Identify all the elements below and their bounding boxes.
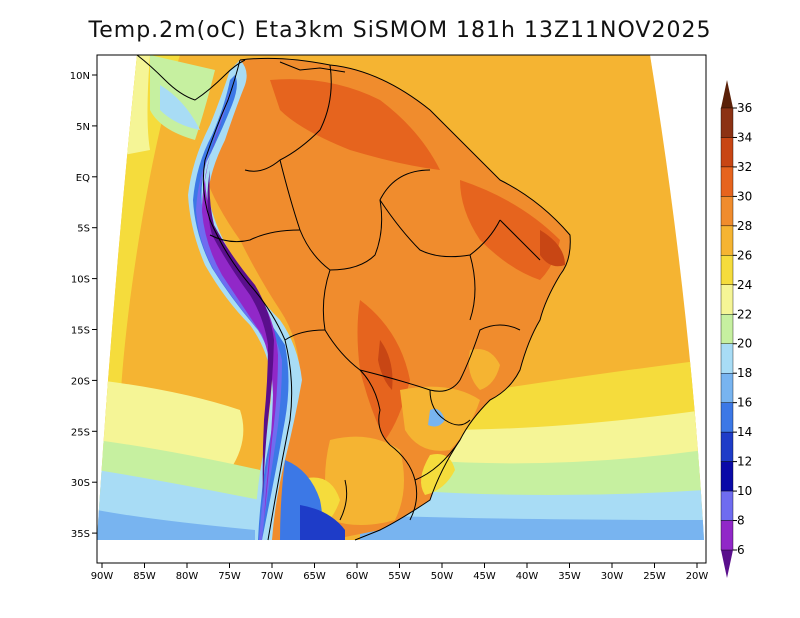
- temperature-field: [97, 55, 706, 563]
- colorbar-label: 14: [737, 425, 752, 439]
- lat-label: 10N: [70, 71, 90, 82]
- colorbar-top-arrow-icon: [721, 80, 733, 108]
- lon-label: 20W: [686, 571, 709, 582]
- lon-label: 55W: [388, 571, 411, 582]
- lat-label: 15S: [71, 326, 90, 337]
- colorbar-swatch: [720, 166, 734, 197]
- colorbar-label: 24: [737, 278, 752, 292]
- colorbar: 6 8 10 12 14 16 18 20 22 24 26 28 30 32 34 36: [720, 80, 752, 578]
- colorbar-swatch: [720, 373, 734, 403]
- colorbar-label: 18: [737, 366, 752, 380]
- lon-label: 70W: [261, 571, 284, 582]
- colorbar-swatch: [720, 490, 734, 521]
- lon-label: 40W: [516, 571, 539, 582]
- colorbar-swatch: [720, 431, 734, 462]
- colorbar-label: 34: [737, 130, 752, 144]
- colorbar-bottom-arrow-icon: [721, 550, 733, 578]
- colorbar-label: 10: [737, 484, 752, 498]
- colorbar-swatch: [720, 196, 734, 227]
- longitude-axis: 90W 85W 80W 75W 70W 65W 60W 55W 50W 45W 40W 35W 30W 2…: [91, 563, 709, 582]
- colorbar-swatch: [720, 520, 734, 551]
- colorbar-label: 6: [737, 543, 745, 557]
- lon-label: 25W: [643, 571, 666, 582]
- colorbar-swatch: [720, 461, 734, 492]
- lon-label: 80W: [176, 571, 199, 582]
- colorbar-label: 22: [737, 307, 752, 321]
- lon-label: 45W: [473, 571, 496, 582]
- colorbar-label: 8: [737, 514, 745, 528]
- colorbar-swatch: [720, 137, 734, 168]
- lon-label: 30W: [601, 571, 624, 582]
- colorbar-swatch: [720, 402, 734, 433]
- lon-label: 65W: [303, 571, 326, 582]
- lon-label: 85W: [133, 571, 156, 582]
- lon-label: 90W: [91, 571, 114, 582]
- colorbar-swatch: [720, 107, 734, 138]
- lat-label: 35S: [71, 529, 90, 540]
- latitude-axis: 10N 5N EQ 5S 10S 15S 20S 25S 30S 35S: [70, 71, 97, 540]
- lat-label: 5S: [77, 224, 90, 235]
- lon-label: 35W: [558, 571, 581, 582]
- colorbar-label: 12: [737, 455, 752, 469]
- colorbar-swatch: [720, 314, 734, 344]
- lat-label: 20S: [71, 376, 90, 387]
- colorbar-label: 20: [737, 337, 752, 351]
- map-frame: [96, 54, 707, 564]
- colorbar-swatch: [720, 284, 734, 315]
- map-title: Temp.2m(oC) Eta3km SiSMOM 181h 13Z11NOV2…: [88, 18, 712, 43]
- country-borders: [136, 55, 571, 541]
- lon-label: 75W: [218, 571, 241, 582]
- lon-label: 50W: [431, 571, 454, 582]
- colorbar-label: 26: [737, 248, 752, 262]
- colorbar-label: 32: [737, 160, 752, 174]
- colorbar-label: 28: [737, 219, 752, 233]
- colorbar-label: 16: [737, 396, 752, 410]
- lat-label: 10S: [71, 275, 90, 286]
- colorbar-swatch: [720, 343, 734, 374]
- lon-label: 60W: [346, 571, 369, 582]
- lat-label: 30S: [71, 478, 90, 489]
- colorbar-swatch: [720, 225, 734, 256]
- lat-label: 5N: [76, 122, 90, 133]
- colorbar-label: 30: [737, 189, 752, 203]
- colorbar-label: 36: [737, 101, 752, 115]
- colorbar-swatch: [720, 255, 734, 285]
- lat-label: 25S: [71, 427, 90, 438]
- lat-label: EQ: [76, 173, 90, 184]
